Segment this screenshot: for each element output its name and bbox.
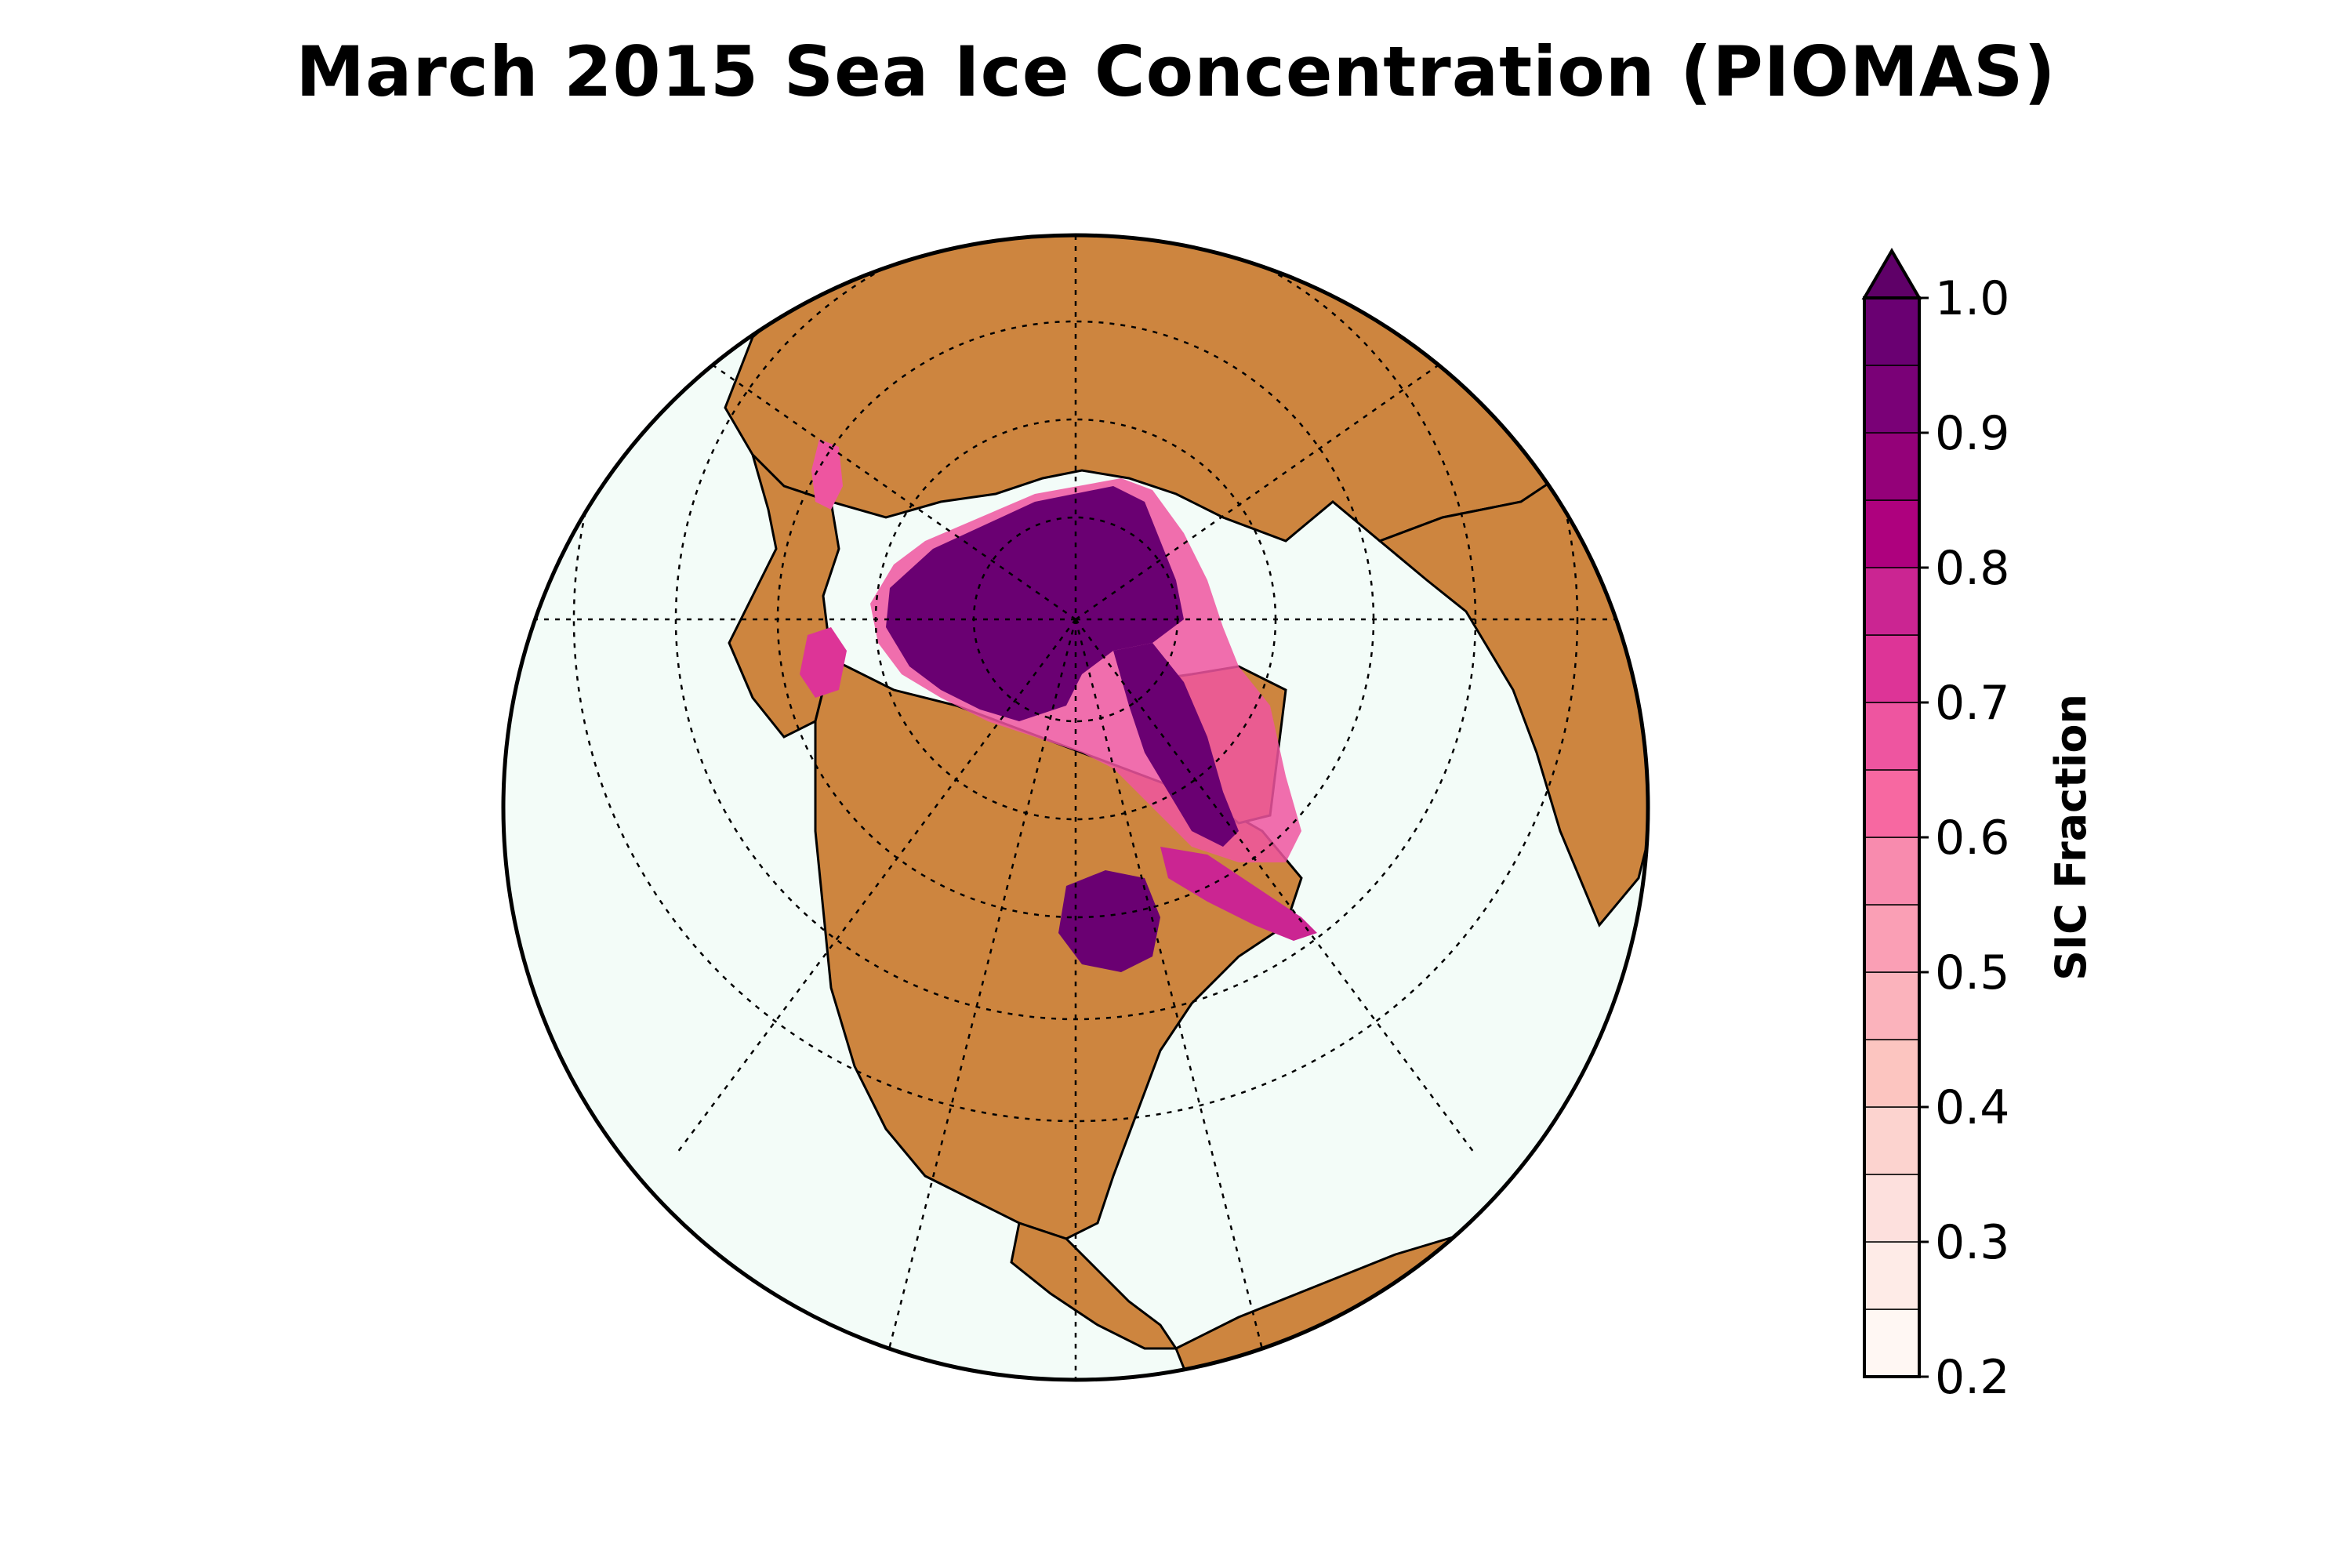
latitude-circle-40	[572, 235, 1579, 1123]
globe-map	[503, 235, 1648, 1380]
colorbar-bin	[1864, 904, 1920, 973]
colorbar-bin	[1864, 1241, 1920, 1310]
colorbar-tick-label: 0.5	[1935, 946, 2009, 1000]
colorbar-tick-label: 0.4	[1935, 1080, 2009, 1135]
colorbar-bin	[1864, 769, 1920, 838]
sea-ice-hudson-bay	[1058, 870, 1160, 972]
map-title: March 2015 Sea Ice Concentration (PIOMAS…	[296, 31, 2056, 112]
colorbar-bin	[1864, 702, 1920, 771]
colorbar-tick-label: 0.6	[1935, 811, 2009, 866]
meridian	[676, 619, 1077, 1153]
meridian	[661, 328, 1076, 621]
colorbar-bin	[1864, 567, 1920, 636]
colorbar-bin	[1864, 971, 1920, 1040]
sea-ice-bering	[800, 627, 847, 698]
colorbar-bin	[1864, 297, 1920, 366]
graticule	[503, 235, 1648, 1380]
colorbar-bin	[1864, 365, 1920, 434]
colorbar-tick-label: 0.7	[1935, 676, 2009, 731]
colorbar: 0.2 0.3 0.4 0.5 0.6 0.7 0.8 0.9 1.0 SIC Fraction	[1861, 248, 2096, 1405]
colorbar-bin	[1864, 837, 1920, 906]
colorbar-ticks: 0.2 0.3 0.4 0.5 0.6 0.7 0.8 0.9 1.0	[1919, 271, 2009, 1405]
colorbar-bin	[1864, 432, 1920, 501]
colorbar-bin	[1864, 1039, 1920, 1108]
colorbar-extend-arrow	[1861, 248, 1922, 299]
sea-ice-pack	[886, 486, 1184, 721]
colorbar-tick-label: 0.9	[1935, 406, 2009, 461]
meridian	[1075, 328, 1490, 621]
colorbar-bin	[1864, 634, 1920, 703]
colorbar-label: SIC Fraction	[2046, 694, 2096, 981]
sea-ice-labrador	[1160, 847, 1317, 941]
colorbar-bin	[1864, 499, 1920, 568]
colorbar-bin	[1864, 1308, 1920, 1377]
meridian	[1074, 619, 1475, 1153]
colorbar-bin	[1864, 1174, 1920, 1243]
colorbar-tick-label: 1.0	[1935, 271, 2009, 326]
sea-ice-okhotsk	[811, 439, 843, 510]
colorbar-bins	[1864, 297, 1920, 1377]
sea-ice-layer	[800, 439, 1317, 972]
colorbar-tick-label: 0.8	[1935, 541, 2009, 596]
colorbar-tick-label: 0.2	[1935, 1350, 2009, 1405]
colorbar-tick-label: 0.3	[1935, 1215, 2009, 1270]
globe-outline	[501, 233, 1650, 1382]
colorbar-bin	[1864, 1106, 1920, 1175]
